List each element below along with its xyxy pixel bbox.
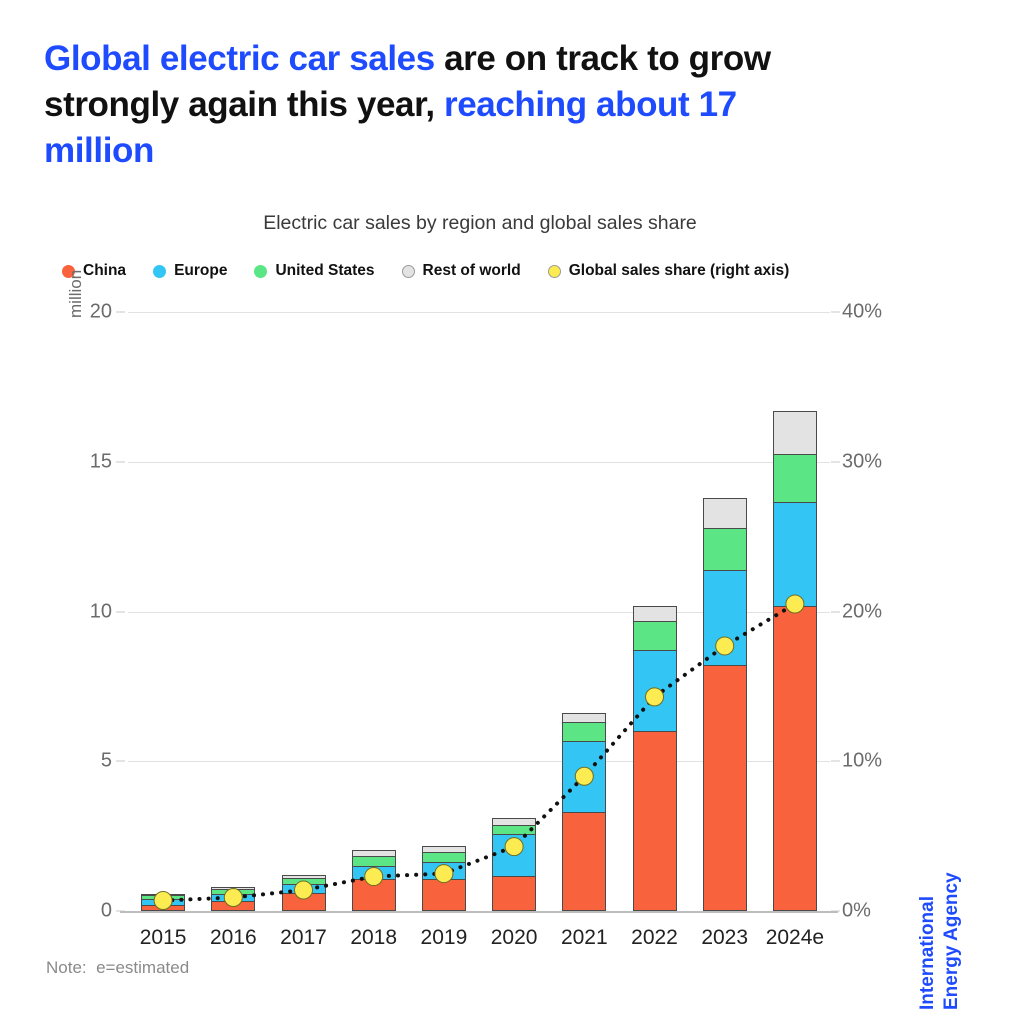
y2-axis-tick-label: 40% (842, 300, 883, 323)
bar-segment-china (702, 665, 747, 911)
x-axis-tick-label: 2023 (701, 926, 749, 949)
brand-line-2: Energy Agency (940, 872, 962, 1010)
bar-segment-china (632, 731, 677, 911)
bar-segment-united-states (772, 454, 817, 503)
legend-swatch-icon (254, 264, 268, 278)
share-marker-2023[interactable] (715, 636, 735, 656)
legend-swatch-icon (153, 264, 167, 278)
bar-segment-rest-of-world (702, 497, 747, 528)
chart-note: Note: e=estimated (46, 958, 189, 978)
y2-axis-tick-label: 0% (842, 899, 871, 922)
share-marker-2022[interactable] (645, 687, 664, 707)
y2-axis-tick-mark (831, 461, 840, 463)
legend-item-label: Europe (174, 262, 228, 279)
page-title-part2: are on track to grow strongly again this… (44, 39, 771, 125)
legend-swatch-icon (401, 264, 415, 278)
x-axis-tick-label: 2015 (139, 926, 187, 949)
share-marker-2020[interactable] (504, 837, 524, 857)
bar-segment-rest-of-world (492, 818, 537, 825)
y-axis-tick-mark (116, 461, 125, 463)
share-marker-2017[interactable] (294, 880, 313, 900)
legend-item-label: China (83, 262, 127, 279)
legend-item-china[interactable]: China (62, 262, 126, 280)
y-axis-tick-label: 0 (100, 899, 112, 922)
x-axis-tick-label: 2020 (490, 926, 538, 949)
y2-axis-tick-label: 30% (842, 450, 883, 473)
plot-area: 0 5 10 15 20 0% 10% 20% 30% 40% 2015 2016 2017 2018… (90, 301, 882, 950)
bar-segment-rest-of-world (632, 605, 677, 621)
x-axis-tick-label: 2021 (560, 926, 608, 949)
iea-brand-logo: International Energy Agency (916, 872, 964, 1010)
bar-stack-2024e[interactable] (772, 410, 817, 911)
note-label: Note: (46, 958, 87, 977)
y2-axis-tick-label: 20% (842, 600, 883, 622)
share-marker-2021[interactable] (574, 766, 594, 786)
bar-segment-rest-of-world (281, 875, 326, 879)
bar-segment-rest-of-world (562, 712, 607, 722)
legend-item-rest-of-world[interactable]: Rest of world (401, 262, 521, 280)
legend-item-global-sales-share-right-axis[interactable]: Global sales share (right axis) (547, 262, 790, 280)
legend-item-europe[interactable]: Europe (153, 262, 227, 280)
y2-axis-tick-label: 10% (842, 749, 883, 772)
bar-segment-china (562, 811, 607, 911)
share-marker-2016[interactable] (223, 888, 243, 908)
legend-item-label: Global sales share (right axis) (568, 262, 790, 279)
legend-swatch-icon (62, 264, 75, 278)
x-axis-tick-label: 2017 (280, 926, 327, 949)
gridline (128, 611, 830, 613)
bar-segment-rest-of-world (421, 845, 466, 853)
bar-segment-europe (772, 502, 817, 606)
gridline (128, 761, 830, 763)
bar-segment-china (772, 605, 817, 911)
bar-stack-2023[interactable] (702, 497, 747, 911)
bar-segment-china (421, 879, 466, 911)
x-axis-tick-label: 2018 (350, 926, 398, 949)
bar-segment-united-states (492, 824, 537, 834)
bar-segment-united-states (702, 527, 747, 570)
x-axis-tick-label: 2022 (631, 926, 678, 949)
legend-item-label: United States (275, 262, 375, 279)
legend-swatch-icon (547, 264, 561, 278)
gridline (128, 461, 830, 463)
y2-axis-tick-mark (831, 760, 840, 762)
y-axis-tick-label: 15 (89, 450, 112, 473)
page-title-part3: reaching about 17 million (44, 85, 737, 171)
y-axis-tick-mark (116, 311, 125, 313)
y-axis-tick-label: 10 (89, 600, 112, 622)
bar-segment-rest-of-world (772, 410, 817, 455)
bar-stack-2018[interactable] (351, 849, 396, 911)
bar-segment-united-states (421, 852, 466, 862)
legend-item-label: Rest of world (422, 262, 521, 279)
share-marker-2024e[interactable] (785, 594, 805, 614)
page-title-part1: Global electric car sales (44, 39, 435, 78)
legend-item-united-states[interactable]: United States (254, 262, 375, 280)
chart-subtitle: Electric car sales by region and global … (263, 212, 697, 234)
gridline (128, 312, 830, 313)
share-marker-2015[interactable] (153, 891, 173, 911)
share-dotted-line (161, 602, 797, 903)
bar-segment-united-states (351, 855, 396, 867)
bar-segment-rest-of-world (351, 849, 396, 856)
x-axis-tick-label: 2016 (209, 926, 257, 949)
axis-baseline (120, 911, 838, 913)
y-axis-tick-mark (116, 760, 125, 762)
global-sales-share-line (153, 594, 805, 911)
x-axis-tick-label: 2024e (765, 926, 825, 949)
share-marker-2019[interactable] (434, 864, 454, 884)
x-axis-tick-label: 2019 (420, 926, 468, 949)
y-axis-tick-label: 5 (100, 749, 112, 772)
bar-segment-china (492, 875, 537, 911)
y2-axis-tick-mark (831, 611, 840, 612)
chart-legend: China Europe United States Rest of world Glo… (62, 262, 789, 280)
y-axis-tick-mark (116, 611, 125, 612)
y2-axis-tick-mark (831, 311, 840, 313)
brand-line-1: International (917, 895, 938, 1010)
bar-segment-united-states (562, 721, 607, 742)
bar-stack-2020[interactable] (492, 818, 537, 911)
share-marker-2018[interactable] (364, 867, 384, 887)
bar-segment-united-states (632, 620, 677, 651)
page-title: Global electric car sales are on track t… (44, 36, 844, 175)
y-axis-tick-label: 20 (89, 300, 112, 323)
note-text: e=estimated (96, 958, 190, 977)
